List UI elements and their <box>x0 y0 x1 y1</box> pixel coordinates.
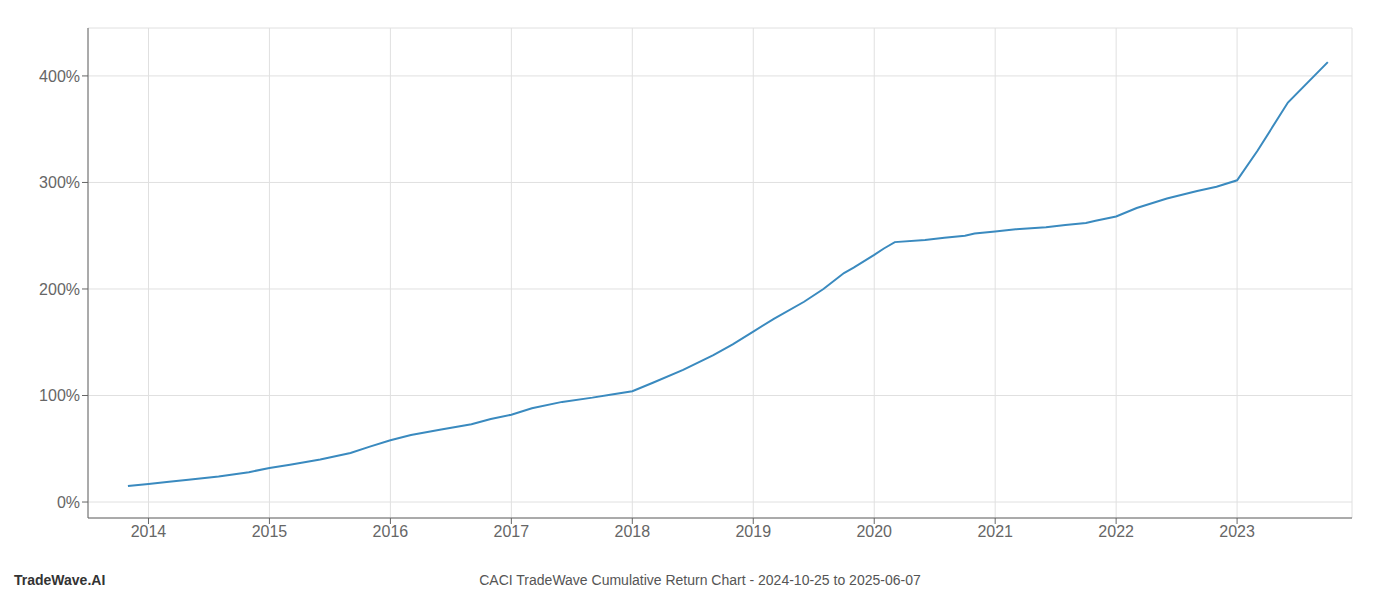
svg-text:200%: 200% <box>39 281 80 298</box>
svg-text:100%: 100% <box>39 387 80 404</box>
svg-text:2022: 2022 <box>1098 523 1134 540</box>
html-text:TradeWave.AI: TradeWave.AI <box>14 572 106 588</box>
svg-text:2020: 2020 <box>856 523 892 540</box>
svg-text:2015: 2015 <box>252 523 288 540</box>
svg-text:2017: 2017 <box>494 523 530 540</box>
svg-text:2019: 2019 <box>735 523 771 540</box>
svg-text:2016: 2016 <box>373 523 409 540</box>
svg-text:300%: 300% <box>39 174 80 191</box>
svg-text:2018: 2018 <box>615 523 651 540</box>
svg-text:2023: 2023 <box>1219 523 1255 540</box>
svg-text:0%: 0% <box>57 494 80 511</box>
svg-text:400%: 400% <box>39 68 80 85</box>
html-text:CACI TradeWave Cumulative Retu: CACI TradeWave Cumulative Return Chart -… <box>479 572 921 588</box>
svg-text:2014: 2014 <box>131 523 167 540</box>
svg-text:2021: 2021 <box>977 523 1013 540</box>
